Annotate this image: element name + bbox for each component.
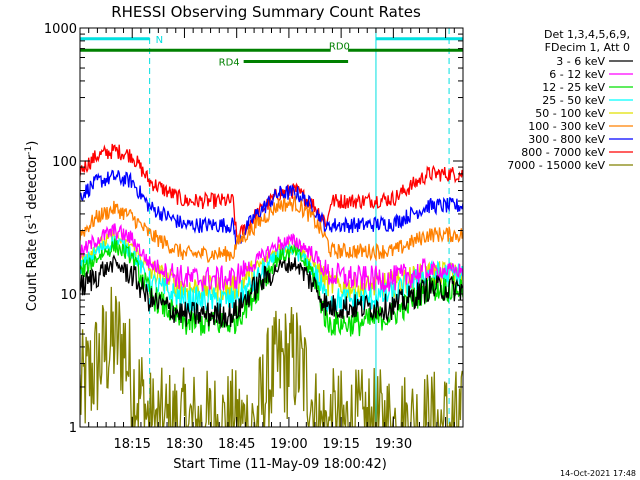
series-line-800-7000-kev (80, 143, 463, 242)
legend-label: 50 - 100 keV (535, 107, 605, 120)
y-axis-label-end: ) (25, 141, 40, 146)
series-line-100-300-kev (80, 194, 463, 263)
series-line-50-100-kev (80, 229, 463, 303)
legend-label: 25 - 50 keV (542, 94, 605, 107)
chart-title: RHESSI Observing Summary Count Rates (111, 3, 421, 21)
series-line-25-50-kev (80, 235, 463, 314)
annotation-label-n: N (156, 35, 163, 46)
legend-label: 12 - 25 keV (542, 81, 605, 94)
series-line-3-6-kev (80, 254, 463, 330)
legend-label: 800 - 7000 keV (521, 146, 605, 159)
legend-label: 3 - 6 keV (556, 55, 605, 68)
series-line-300-800-kev (80, 169, 463, 246)
y-axis-label: Count Rate (s-1 detector-1) (24, 141, 40, 312)
footer-timestamp: 14-Oct-2021 17:48 (560, 469, 636, 478)
plot-area: N RD0 RD4 1 10 100 1000 18:15 18:30 18:45 19:00 19:… (44, 22, 464, 452)
annotation-label-rd4: RD4 (219, 57, 240, 68)
x-tick-label: 19:00 (270, 437, 307, 452)
y-axis-label-sup1: -1 (24, 214, 34, 223)
series-line-7000-15000-kev (80, 286, 463, 427)
x-tick-label: 18:30 (166, 437, 203, 452)
x-tick-label: 19:30 (375, 437, 412, 452)
x-tick-label: 18:45 (218, 437, 255, 452)
legend-header-line-2: FDecim 1, Att 0 (545, 41, 630, 54)
y-tick-label: 1 (69, 421, 77, 436)
annotation-label-rd0: RD0 (329, 41, 350, 52)
y-axis-label-mid: detector (25, 154, 40, 214)
legend-label: 100 - 300 keV (528, 120, 605, 133)
x-tick-label: 19:15 (322, 437, 359, 452)
legend-label: 6 - 12 keV (549, 68, 605, 81)
legend-label: 7000 - 15000 keV (507, 159, 605, 172)
y-axis-label-sup2: -1 (24, 146, 34, 155)
y-tick-label: 10 (60, 288, 77, 303)
series-line-6-12-kev (80, 223, 463, 293)
y-tick-label: 1000 (44, 22, 77, 37)
legend-label: 300 - 800 keV (528, 133, 605, 146)
y-tick-label: 100 (52, 155, 77, 170)
series-group (80, 143, 463, 427)
x-tick-label: 18:15 (113, 437, 150, 452)
legend: Det 1,3,4,5,6,9, FDecim 1, Att 0 3 - 6 k… (507, 28, 633, 172)
legend-header-line-1: Det 1,3,4,5,6,9, (544, 28, 630, 41)
x-axis-label: Start Time (11-May-09 18:00:42) (173, 457, 387, 472)
y-axis-label-main: Count Rate (s (25, 223, 40, 312)
